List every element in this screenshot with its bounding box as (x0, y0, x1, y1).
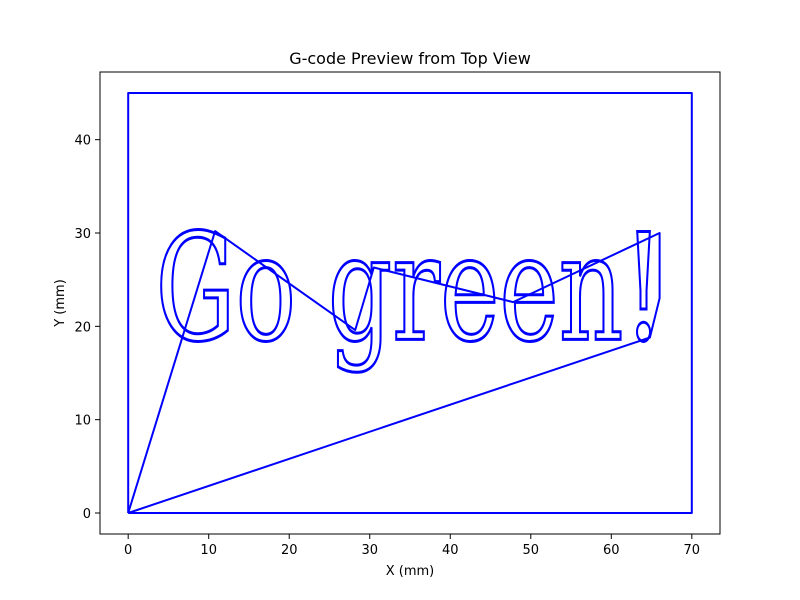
y-tick-label: 0 (83, 507, 91, 522)
axis-ticks: 0 10 20 30 40 50 60 70 0 10 20 30 40 (74, 134, 700, 558)
chart-title: G-code Preview from Top View (289, 49, 531, 68)
engraved-text: Go green! (156, 202, 664, 374)
x-tick-label: 60 (603, 543, 620, 558)
y-axis-label: Y (mm) (53, 279, 68, 328)
x-tick-label: 20 (281, 543, 298, 558)
y-tick-label: 20 (74, 320, 91, 335)
axes-frame (99, 71, 721, 535)
x-tick-label: 0 (124, 543, 132, 558)
x-tick-label: 70 (684, 543, 701, 558)
y-tick-label: 30 (74, 227, 91, 242)
y-tick-label: 40 (74, 134, 91, 149)
series-border-path (127, 92, 693, 514)
x-tick-label: 50 (523, 543, 540, 558)
x-axis-label: X (mm) (386, 564, 435, 579)
x-tick-label: 40 (442, 543, 459, 558)
series-travel-path (127, 230, 661, 514)
x-tick-label: 30 (361, 543, 378, 558)
x-tick-label: 10 (200, 543, 217, 558)
y-tick-label: 10 (74, 414, 91, 429)
plot-area: Go green! (127, 92, 693, 514)
